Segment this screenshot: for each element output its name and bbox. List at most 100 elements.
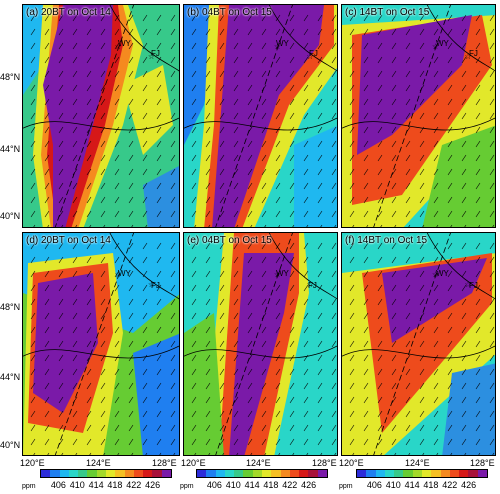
wind-arrow [303, 154, 309, 162]
x-tick-label: 128°E [152, 458, 177, 468]
wind-arrow [317, 256, 323, 264]
wind-arrow [219, 382, 225, 390]
wind-arrow [100, 340, 106, 348]
wind-arrow [156, 28, 162, 36]
country-boundary [426, 233, 495, 300]
wind-arrow [377, 154, 383, 162]
wind-arrow [247, 340, 253, 348]
wind-arrow [275, 140, 281, 148]
wind-arrow [44, 326, 50, 334]
wind-arrow [363, 298, 369, 306]
wind-arrow [72, 56, 78, 64]
wind-arrow [75, 224, 78, 227]
wind-arrow [44, 112, 50, 120]
wind-arrow [306, 224, 309, 227]
wind-arrow [128, 270, 134, 278]
wind-arrow [247, 196, 253, 204]
panel-label-b: (b) 04BT on Oct 15 [187, 7, 272, 18]
wind-arrow [100, 140, 106, 148]
map-panel-f: ☆ ☆ (f) 14BT on Oct 15 WY FJ [341, 232, 496, 456]
wind-arrow [58, 154, 64, 162]
wind-arrow [86, 438, 92, 446]
wind-arrow [377, 396, 383, 404]
wind-arrow [461, 84, 467, 92]
colorbar-tick-label: 426 [461, 480, 477, 490]
colorbar-segment [50, 470, 60, 477]
wind-arrow [489, 424, 495, 432]
wind-arrow [377, 340, 383, 348]
wind-arrow [489, 354, 495, 362]
wind-arrow [461, 382, 467, 390]
wind-arrow [219, 70, 225, 78]
wind-arrow [205, 140, 211, 148]
city-label-fj: FJ [469, 49, 478, 58]
wind-arrow [170, 168, 176, 176]
wind-arrow [114, 326, 120, 334]
wind-arrow [191, 28, 197, 36]
map-panel-b: ☆ ☆ (b) 04BT on Oct 15 WY FJ [183, 4, 338, 228]
wind-arrow [170, 112, 176, 120]
wind-arrow [377, 312, 383, 320]
wind-arrow [86, 196, 92, 204]
wind-arrow [61, 224, 64, 227]
wind-arrow [317, 410, 323, 418]
wind-arrow [30, 242, 36, 250]
wind-arrow [142, 84, 148, 92]
wind-arrow [317, 396, 323, 404]
wind-arrow [44, 284, 50, 292]
wind-arrow [233, 182, 239, 190]
wind-arrow [377, 28, 383, 36]
wind-arrow [317, 368, 323, 376]
wind-arrow [142, 312, 148, 320]
wind-arrow [289, 154, 295, 162]
wind-arrow [219, 242, 225, 250]
wind-arrow [475, 396, 481, 404]
wind-arrow [86, 256, 92, 264]
wind-arrow [405, 340, 411, 348]
wind-arrow [405, 382, 411, 390]
wind-arrow [433, 182, 439, 190]
wind-arrow [475, 112, 481, 120]
colorbar-segment [152, 470, 162, 477]
wind-arrow [58, 340, 64, 348]
wind-arrow [191, 14, 197, 22]
wind-arrow [247, 28, 253, 36]
wind-arrow [436, 452, 439, 455]
wind-arrow [128, 98, 134, 106]
wind-arrow [58, 424, 64, 432]
wind-arrow [219, 424, 225, 432]
wind-arrow [289, 284, 295, 292]
concentration-band [143, 166, 179, 227]
wind-arrow [275, 424, 281, 432]
wind-arrow [33, 224, 36, 227]
wind-arrow [363, 382, 369, 390]
wind-arrow [461, 424, 467, 432]
wind-arrow [391, 98, 397, 106]
colorbar-tick-label: 418 [423, 480, 439, 490]
wind-arrow [72, 424, 78, 432]
wind-arrow [349, 382, 355, 390]
wind-arrow [86, 270, 92, 278]
wind-arrow [419, 42, 425, 50]
wind-arrow [72, 284, 78, 292]
wind-arrow [219, 98, 225, 106]
wind-arrow [331, 410, 337, 418]
wind-arrow [58, 112, 64, 120]
wind-arrow [489, 126, 495, 134]
wind-arrow [433, 154, 439, 162]
wind-arrow [128, 396, 134, 404]
wind-arrow [377, 168, 383, 176]
country-boundary [109, 233, 179, 300]
wind-arrow [303, 312, 309, 320]
wind-arrow [461, 284, 467, 292]
wind-arrow [363, 28, 369, 36]
wind-arrow [447, 140, 453, 148]
wind-arrow [331, 14, 337, 22]
wind-arrow [142, 210, 148, 218]
wind-arrow [377, 354, 383, 362]
wind-arrow [156, 298, 162, 306]
wind-arrow [331, 298, 337, 306]
wind-arrow [433, 168, 439, 176]
star-icon: ☆ [274, 270, 281, 279]
wind-arrow [142, 410, 148, 418]
